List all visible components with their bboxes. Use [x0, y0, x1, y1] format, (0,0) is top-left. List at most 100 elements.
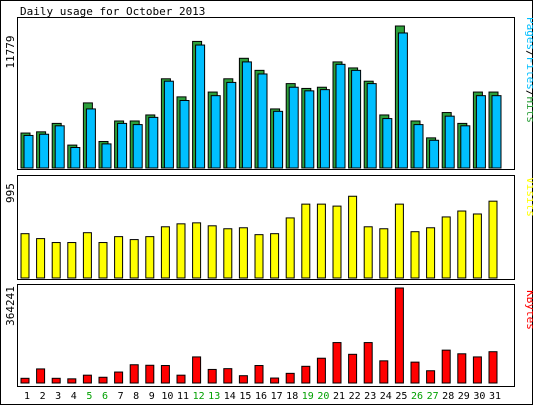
visits-bar — [51, 242, 61, 279]
visits-bar — [457, 210, 467, 279]
visits-bar — [379, 228, 389, 279]
files-bar — [226, 81, 237, 169]
day-label: 3 — [55, 391, 61, 402]
day-label: 1 — [24, 391, 30, 402]
kbytes-bar — [160, 365, 170, 384]
day-label: 12 — [193, 391, 205, 402]
files-bar — [335, 63, 346, 169]
visits-bar — [301, 203, 311, 279]
kbytes-bar — [67, 378, 77, 384]
visits-bar — [394, 203, 404, 279]
files-bar — [85, 108, 96, 169]
day-label: 20 — [317, 391, 329, 402]
kbytes-bar — [394, 287, 404, 384]
visits-bar — [285, 217, 295, 279]
kbytes-bar — [379, 360, 389, 384]
files-bar — [382, 118, 393, 169]
visits-bar — [270, 233, 280, 279]
visits-bar — [410, 231, 420, 279]
day-label: 27 — [427, 391, 439, 402]
day-label: 18 — [286, 391, 298, 402]
files-bar — [54, 125, 65, 169]
files-bar — [23, 134, 34, 169]
files-bar — [413, 124, 424, 169]
kbytes-bar — [238, 375, 248, 384]
files-bar — [70, 147, 81, 169]
kbytes-bar — [426, 370, 436, 384]
visits-bar — [67, 242, 77, 279]
day-label: 26 — [411, 391, 423, 402]
files-bar — [491, 95, 502, 169]
files-bar — [179, 99, 190, 169]
visits-bar — [36, 238, 46, 279]
visits-bar — [254, 234, 264, 279]
kbytes-bar — [270, 377, 280, 384]
bottom-ymax-label: 364241 — [4, 286, 17, 326]
kbytes-bar — [363, 342, 373, 384]
day-label: 4 — [71, 391, 77, 402]
bottom-panel-frame — [17, 284, 515, 387]
legend-files: Files — [524, 57, 533, 90]
files-bar — [273, 110, 284, 169]
day-label: 19 — [302, 391, 314, 402]
visits-bar — [363, 226, 373, 279]
kbytes-bar — [332, 342, 342, 384]
files-bar — [429, 139, 440, 169]
files-bar — [132, 124, 143, 169]
legend-visits: Visits — [524, 177, 533, 217]
visits-bar — [207, 225, 217, 279]
files-bar — [366, 83, 377, 169]
files-bar — [304, 90, 315, 169]
visits-bar — [426, 227, 436, 279]
kbytes-bar — [223, 368, 233, 384]
day-label: 8 — [133, 391, 139, 402]
chart-title: Daily usage for October 2013 — [20, 5, 205, 18]
files-bar — [195, 44, 206, 169]
kbytes-bar — [82, 374, 92, 384]
kbytes-bar — [36, 368, 46, 384]
top-ymax-label: 11779 — [4, 35, 17, 68]
files-bar — [117, 122, 128, 169]
day-label: 30 — [473, 391, 485, 402]
kbytes-bar — [207, 368, 217, 384]
files-bar — [101, 143, 112, 169]
day-label: 10 — [161, 391, 173, 402]
visits-bar — [114, 236, 124, 279]
day-label: 31 — [489, 391, 501, 402]
files-bar — [351, 69, 362, 169]
day-label: 28 — [442, 391, 454, 402]
day-label: 25 — [395, 391, 407, 402]
visits-bar — [20, 233, 30, 279]
day-label: 2 — [40, 391, 46, 402]
day-label: 9 — [149, 391, 155, 402]
top-panel-bars — [20, 25, 502, 169]
kbytes-bar — [316, 357, 326, 384]
visits-bar — [223, 228, 233, 279]
visits-bar — [160, 226, 170, 279]
files-bar — [163, 80, 174, 169]
legend-kbytes: KBytes — [524, 290, 533, 330]
visits-bar — [145, 236, 155, 279]
files-bar — [444, 115, 455, 169]
legend-separator-1: / — [524, 50, 533, 57]
legend-hits: Hits — [524, 97, 533, 124]
visits-bar — [238, 227, 248, 279]
visits-bar — [176, 223, 186, 279]
files-bar — [241, 61, 252, 169]
top-legend: Pages/Files/Hits — [524, 17, 533, 123]
day-label: 21 — [333, 391, 345, 402]
day-label: 22 — [349, 391, 361, 402]
day-label: 6 — [102, 391, 108, 402]
day-label: 11 — [177, 391, 189, 402]
visits-bar — [441, 216, 451, 279]
legend-separator-2: / — [524, 90, 533, 97]
kbytes-bar — [176, 374, 186, 384]
kbytes-bar — [488, 351, 498, 384]
visits-bar — [82, 232, 92, 279]
kbytes-bar — [441, 349, 451, 384]
files-bar — [475, 95, 486, 169]
day-label: 29 — [458, 391, 470, 402]
files-bar — [148, 116, 159, 169]
kbytes-bar — [20, 377, 30, 384]
